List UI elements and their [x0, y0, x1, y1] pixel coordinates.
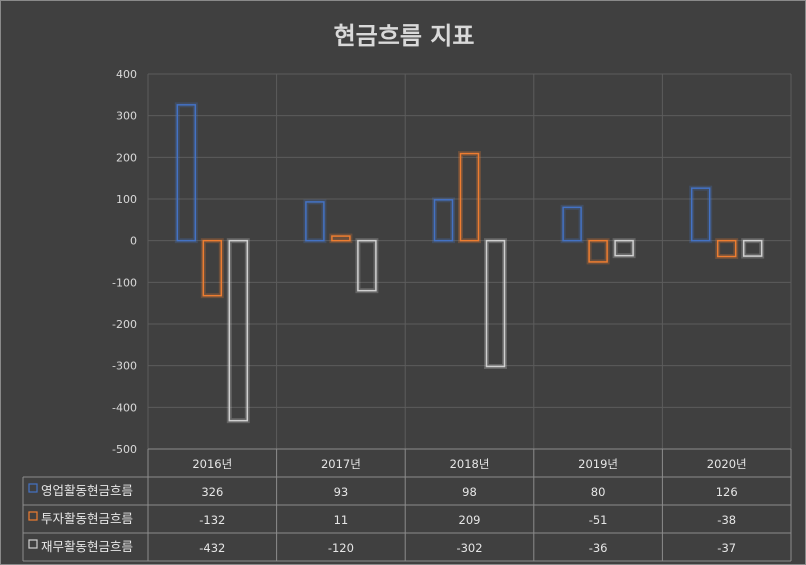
- table-value-cell: -132: [199, 513, 225, 527]
- bar: [742, 239, 763, 257]
- table-value-cell: -37: [717, 541, 736, 555]
- bar-glow: [689, 185, 713, 244]
- bar-glow: [560, 204, 584, 244]
- bar: [228, 239, 249, 422]
- table-value-cell: -302: [456, 541, 482, 555]
- bar: [588, 239, 608, 263]
- table-value-cell: -38: [717, 513, 736, 527]
- bar: [459, 152, 480, 242]
- bar: [485, 239, 506, 368]
- bar: [562, 206, 582, 242]
- y-tick-label: -100: [112, 276, 137, 289]
- legend-label: 재무활동현금흐름: [41, 539, 133, 554]
- y-tick-label: 100: [116, 193, 137, 206]
- bar-glow: [174, 102, 198, 244]
- bar-glow: [432, 197, 455, 244]
- y-tick-label: 200: [116, 151, 137, 164]
- y-tick-label: -200: [112, 318, 137, 331]
- table-value-cell: 80: [591, 485, 606, 499]
- table-value-cell: -120: [328, 541, 354, 555]
- bar-glow: [741, 238, 765, 259]
- table-value-cell: -51: [589, 513, 608, 527]
- bar-glow: [303, 199, 327, 244]
- legend-label: 투자활동현금흐름: [41, 511, 133, 526]
- bar: [331, 235, 351, 242]
- bar: [357, 239, 377, 292]
- bar-glow: [200, 238, 224, 299]
- bar: [176, 104, 197, 242]
- y-tick-label: 300: [116, 110, 137, 123]
- legend-key: [28, 483, 38, 493]
- bar: [305, 201, 325, 242]
- bar-glow: [355, 238, 379, 294]
- table-value-cell: 11: [334, 513, 349, 527]
- bars: [174, 102, 765, 424]
- legend-key: [28, 539, 38, 549]
- table-header-cell: 2020년: [707, 457, 747, 471]
- table-value-cell: -432: [199, 541, 225, 555]
- bar-glow: [458, 151, 481, 244]
- bar-glow: [226, 238, 250, 424]
- bar-glow: [484, 238, 507, 370]
- table-value-cell: 93: [334, 485, 349, 499]
- table-value-cell: -36: [589, 541, 608, 555]
- bar-glow: [715, 238, 739, 260]
- bar: [690, 187, 711, 242]
- legend-key: [28, 511, 38, 521]
- y-tick-label: 0: [130, 235, 137, 248]
- bar: [614, 239, 634, 257]
- table-value-cell: 326: [201, 485, 223, 499]
- gridlines: [147, 73, 792, 450]
- y-tick-label: 400: [116, 68, 137, 81]
- y-tick-label: -400: [112, 401, 137, 414]
- y-tick-label: -300: [112, 360, 137, 373]
- bar: [433, 199, 454, 242]
- table-value-cell: 126: [716, 485, 738, 499]
- chart-title: 현금흐름 지표: [334, 22, 475, 50]
- table-header-cell: 2019년: [578, 457, 618, 471]
- table-value-cell: 209: [459, 513, 481, 527]
- table-header-cell: 2017년: [321, 457, 361, 471]
- table-header-cell: 2018년: [450, 457, 490, 471]
- legend-label: 영업활동현금흐름: [41, 483, 133, 498]
- bar-glow: [586, 238, 610, 265]
- table-header-cell: 2016년: [192, 457, 232, 471]
- bar: [202, 239, 223, 297]
- y-axis: 400 300 200 100 0 -100 -200 -300 -400 -500: [112, 68, 137, 456]
- table-value-cell: 98: [462, 485, 477, 499]
- bar-glow: [612, 238, 636, 259]
- bar: [716, 239, 737, 258]
- y-tick-label: -500: [112, 443, 137, 456]
